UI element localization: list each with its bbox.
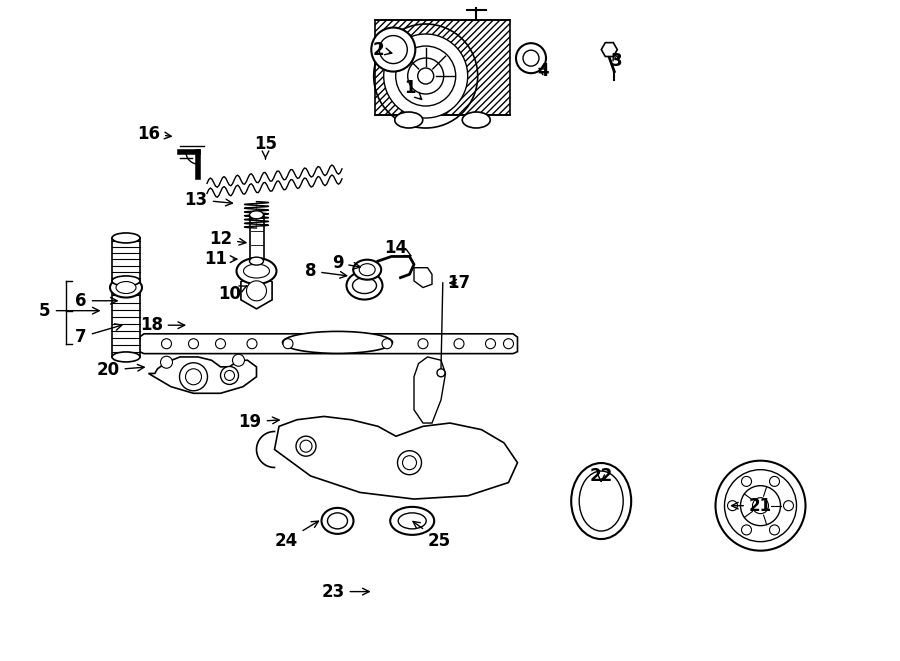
- Ellipse shape: [353, 260, 382, 280]
- Circle shape: [437, 369, 445, 377]
- Ellipse shape: [112, 352, 140, 362]
- Text: 18: 18: [140, 316, 184, 334]
- Circle shape: [770, 477, 779, 486]
- Circle shape: [784, 500, 794, 511]
- Circle shape: [418, 68, 434, 84]
- Circle shape: [716, 461, 806, 551]
- Ellipse shape: [463, 112, 491, 128]
- Ellipse shape: [237, 258, 276, 284]
- Circle shape: [742, 525, 751, 535]
- Ellipse shape: [244, 264, 269, 278]
- Text: 9: 9: [332, 254, 360, 272]
- Circle shape: [516, 43, 546, 73]
- Text: 7: 7: [76, 324, 122, 346]
- Circle shape: [742, 477, 751, 486]
- Circle shape: [161, 338, 172, 349]
- Ellipse shape: [249, 211, 264, 219]
- Ellipse shape: [249, 257, 264, 265]
- Bar: [375, 20, 510, 115]
- Circle shape: [398, 451, 421, 475]
- Circle shape: [188, 338, 199, 349]
- Circle shape: [523, 50, 539, 66]
- Circle shape: [454, 338, 464, 349]
- Text: 14: 14: [384, 239, 411, 257]
- Bar: [112, 238, 140, 281]
- Text: 25: 25: [413, 522, 451, 550]
- Text: 8: 8: [305, 262, 346, 280]
- Circle shape: [418, 338, 428, 349]
- Ellipse shape: [359, 264, 375, 276]
- Text: 6: 6: [76, 292, 117, 310]
- Polygon shape: [148, 357, 256, 393]
- Polygon shape: [414, 268, 432, 288]
- Ellipse shape: [112, 233, 140, 243]
- Text: 20: 20: [96, 361, 144, 379]
- Ellipse shape: [572, 463, 631, 539]
- Text: 15: 15: [254, 135, 277, 159]
- Text: 10: 10: [218, 285, 247, 303]
- Text: 23: 23: [321, 582, 369, 601]
- Text: 17: 17: [447, 274, 471, 292]
- Text: 21: 21: [732, 496, 772, 515]
- Text: 13: 13: [184, 190, 232, 209]
- Circle shape: [752, 498, 769, 514]
- Polygon shape: [274, 416, 518, 499]
- Circle shape: [485, 338, 496, 349]
- Circle shape: [727, 500, 737, 511]
- Text: 3: 3: [611, 52, 622, 70]
- Text: 24: 24: [274, 521, 319, 550]
- Circle shape: [382, 338, 392, 349]
- Ellipse shape: [395, 112, 423, 128]
- Circle shape: [383, 34, 468, 118]
- Circle shape: [220, 366, 238, 385]
- Ellipse shape: [112, 286, 140, 296]
- Circle shape: [296, 436, 316, 456]
- Text: 1: 1: [404, 79, 422, 99]
- Circle shape: [770, 525, 779, 535]
- Circle shape: [372, 28, 415, 71]
- Ellipse shape: [116, 282, 136, 293]
- Circle shape: [503, 338, 514, 349]
- Text: 2: 2: [373, 40, 392, 59]
- Ellipse shape: [398, 513, 427, 529]
- Circle shape: [283, 338, 293, 349]
- Polygon shape: [241, 273, 272, 309]
- Text: 12: 12: [209, 230, 246, 249]
- Polygon shape: [140, 334, 518, 354]
- Bar: [112, 291, 140, 357]
- Polygon shape: [414, 357, 446, 423]
- Bar: [249, 215, 264, 261]
- Ellipse shape: [391, 507, 434, 535]
- Text: 5: 5: [40, 301, 99, 320]
- Ellipse shape: [283, 331, 392, 354]
- Circle shape: [215, 338, 226, 349]
- Polygon shape: [601, 43, 617, 56]
- Text: 4: 4: [537, 61, 548, 80]
- Circle shape: [179, 363, 208, 391]
- Circle shape: [379, 36, 408, 63]
- Circle shape: [396, 46, 455, 106]
- Text: 16: 16: [137, 124, 171, 143]
- Circle shape: [408, 58, 444, 94]
- Circle shape: [160, 356, 173, 368]
- Circle shape: [247, 338, 257, 349]
- Ellipse shape: [580, 471, 623, 531]
- Ellipse shape: [353, 278, 376, 293]
- Circle shape: [232, 354, 245, 366]
- Text: 11: 11: [204, 250, 237, 268]
- Circle shape: [247, 281, 266, 301]
- Ellipse shape: [328, 513, 347, 529]
- Ellipse shape: [321, 508, 354, 534]
- Ellipse shape: [346, 272, 382, 299]
- Text: 22: 22: [590, 467, 613, 485]
- Text: 19: 19: [238, 412, 279, 431]
- Ellipse shape: [110, 278, 142, 297]
- Ellipse shape: [112, 276, 140, 286]
